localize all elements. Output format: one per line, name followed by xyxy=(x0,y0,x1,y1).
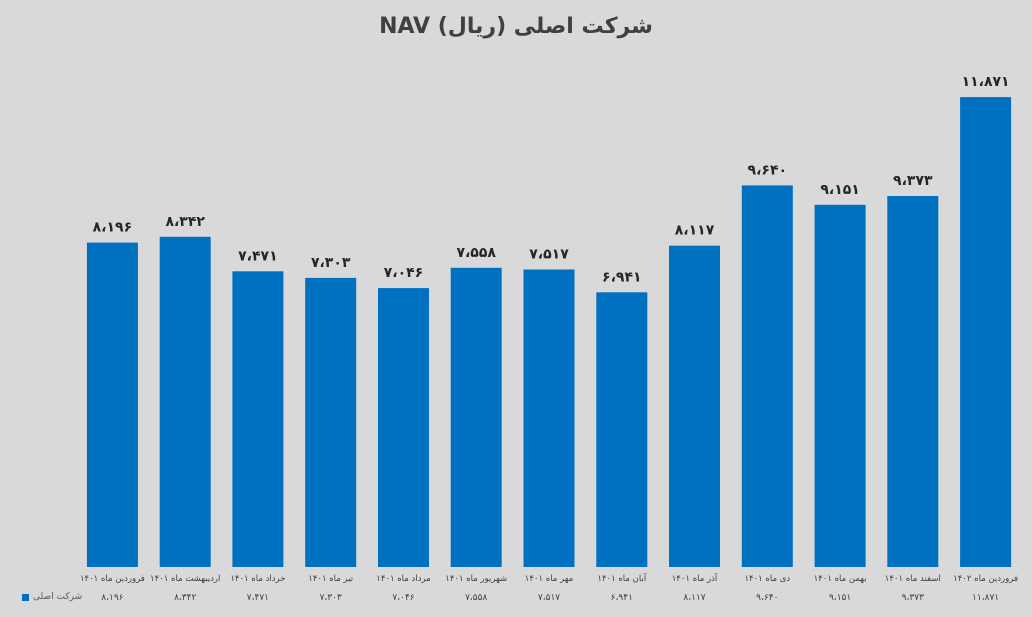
table-value: ۸،۱۹۶ xyxy=(101,593,123,603)
category-label: فروردین ماه ۱۴۰۱ xyxy=(80,574,145,584)
data-label: ۷،۴۷۱ xyxy=(238,248,278,264)
data-label: ۹،۶۴۰ xyxy=(748,162,788,178)
category-label: دی ماه ۱۴۰۱ xyxy=(744,574,790,584)
data-label: ۷،۵۱۷ xyxy=(529,247,569,263)
category-label: تیر ماه ۱۴۰۱ xyxy=(308,574,354,584)
data-label: ۷،۵۵۸ xyxy=(456,245,496,261)
data-label: ۹،۳۷۳ xyxy=(893,173,933,189)
category-label: فروردین ماه ۱۴۰۲ xyxy=(953,574,1018,584)
bars-layer xyxy=(86,97,1012,568)
bar xyxy=(960,97,1012,567)
category-label: اسفند ماه ۱۴۰۱ xyxy=(885,574,941,584)
legend-label: شرکت اصلی xyxy=(33,592,83,602)
category-label: آبان ماه ۱۴۰۱ xyxy=(597,572,646,584)
data-label: ۹،۱۵۱ xyxy=(820,182,860,198)
bar xyxy=(887,196,939,567)
bar xyxy=(159,236,211,568)
category-label: شهریور ماه ۱۴۰۱ xyxy=(445,574,507,584)
bar xyxy=(741,185,793,567)
table-value: ۹،۳۷۳ xyxy=(902,593,924,603)
bar xyxy=(378,288,429,567)
table-value: ۸،۳۴۲ xyxy=(174,593,196,603)
data-label: ۸،۱۹۶ xyxy=(93,220,133,236)
category-labels-layer: فروردین ماه ۱۴۰۱ اردیبهشت ماه ۱۴۰۱ خرداد م… xyxy=(80,572,1018,584)
data-label: ۷،۳۰۳ xyxy=(311,255,351,271)
bar xyxy=(450,267,502,567)
data-label: ۸،۳۴۲ xyxy=(165,214,205,230)
table-value: ۹،۱۵۱ xyxy=(829,593,851,603)
data-label: ۷،۰۴۶ xyxy=(384,265,424,281)
table-value: ۱۱،۸۷۱ xyxy=(972,593,999,603)
data-labels-layer: ۸،۱۹۶ ۸،۳۴۲ ۷،۴۷۱ ۷،۳۰۳ ۷،۰۴۶ ۷،۵۵۸ ۷،۵۱۷ ۶،۹۴۱… xyxy=(93,74,1010,285)
category-label: خرداد ماه ۱۴۰۱ xyxy=(230,574,285,584)
table-value: ۷،۴۷۱ xyxy=(247,593,269,603)
bar xyxy=(523,269,575,567)
legend: شرکت اصلی xyxy=(22,592,82,602)
table-value: ۷،۵۱۷ xyxy=(538,593,560,603)
bar xyxy=(669,245,720,567)
bar xyxy=(232,271,284,567)
category-label: اردیبهشت ماه ۱۴۰۱ xyxy=(150,574,220,584)
data-label: ۱۱،۸۷۱ xyxy=(962,74,1010,90)
data-table-layer: ۸،۱۹۶ ۸،۳۴۲ ۷،۴۷۱ ۷،۳۰۳ ۷،۰۴۶ ۷،۵۵۸ ۷،۵۱۷ ۶،۹۴۱… xyxy=(101,593,999,603)
category-label: مهر ماه ۱۴۰۱ xyxy=(525,574,573,584)
table-value: ۷،۳۰۳ xyxy=(320,593,342,603)
data-label: ۸،۱۱۷ xyxy=(675,223,715,239)
bar xyxy=(814,204,866,568)
table-value: ۹،۶۴۰ xyxy=(756,593,778,603)
category-label: مرداد ماه ۱۴۰۱ xyxy=(376,574,430,584)
bar xyxy=(596,292,648,567)
category-label: بهمن ماه ۱۴۰۱ xyxy=(814,574,867,584)
table-value: ۶،۹۴۱ xyxy=(611,593,633,603)
bar xyxy=(86,242,138,567)
bar xyxy=(305,277,357,567)
legend-swatch xyxy=(22,593,29,601)
category-label: آذر ماه ۱۴۰۱ xyxy=(672,572,718,584)
chart-title: NAV شرکت اصلی (ریال) xyxy=(379,14,653,39)
table-value: ۷،۰۴۶ xyxy=(392,593,414,603)
table-value: ۷،۵۵۸ xyxy=(465,593,487,603)
data-label: ۶،۹۴۱ xyxy=(602,269,642,285)
table-value: ۸،۱۱۷ xyxy=(683,593,705,603)
